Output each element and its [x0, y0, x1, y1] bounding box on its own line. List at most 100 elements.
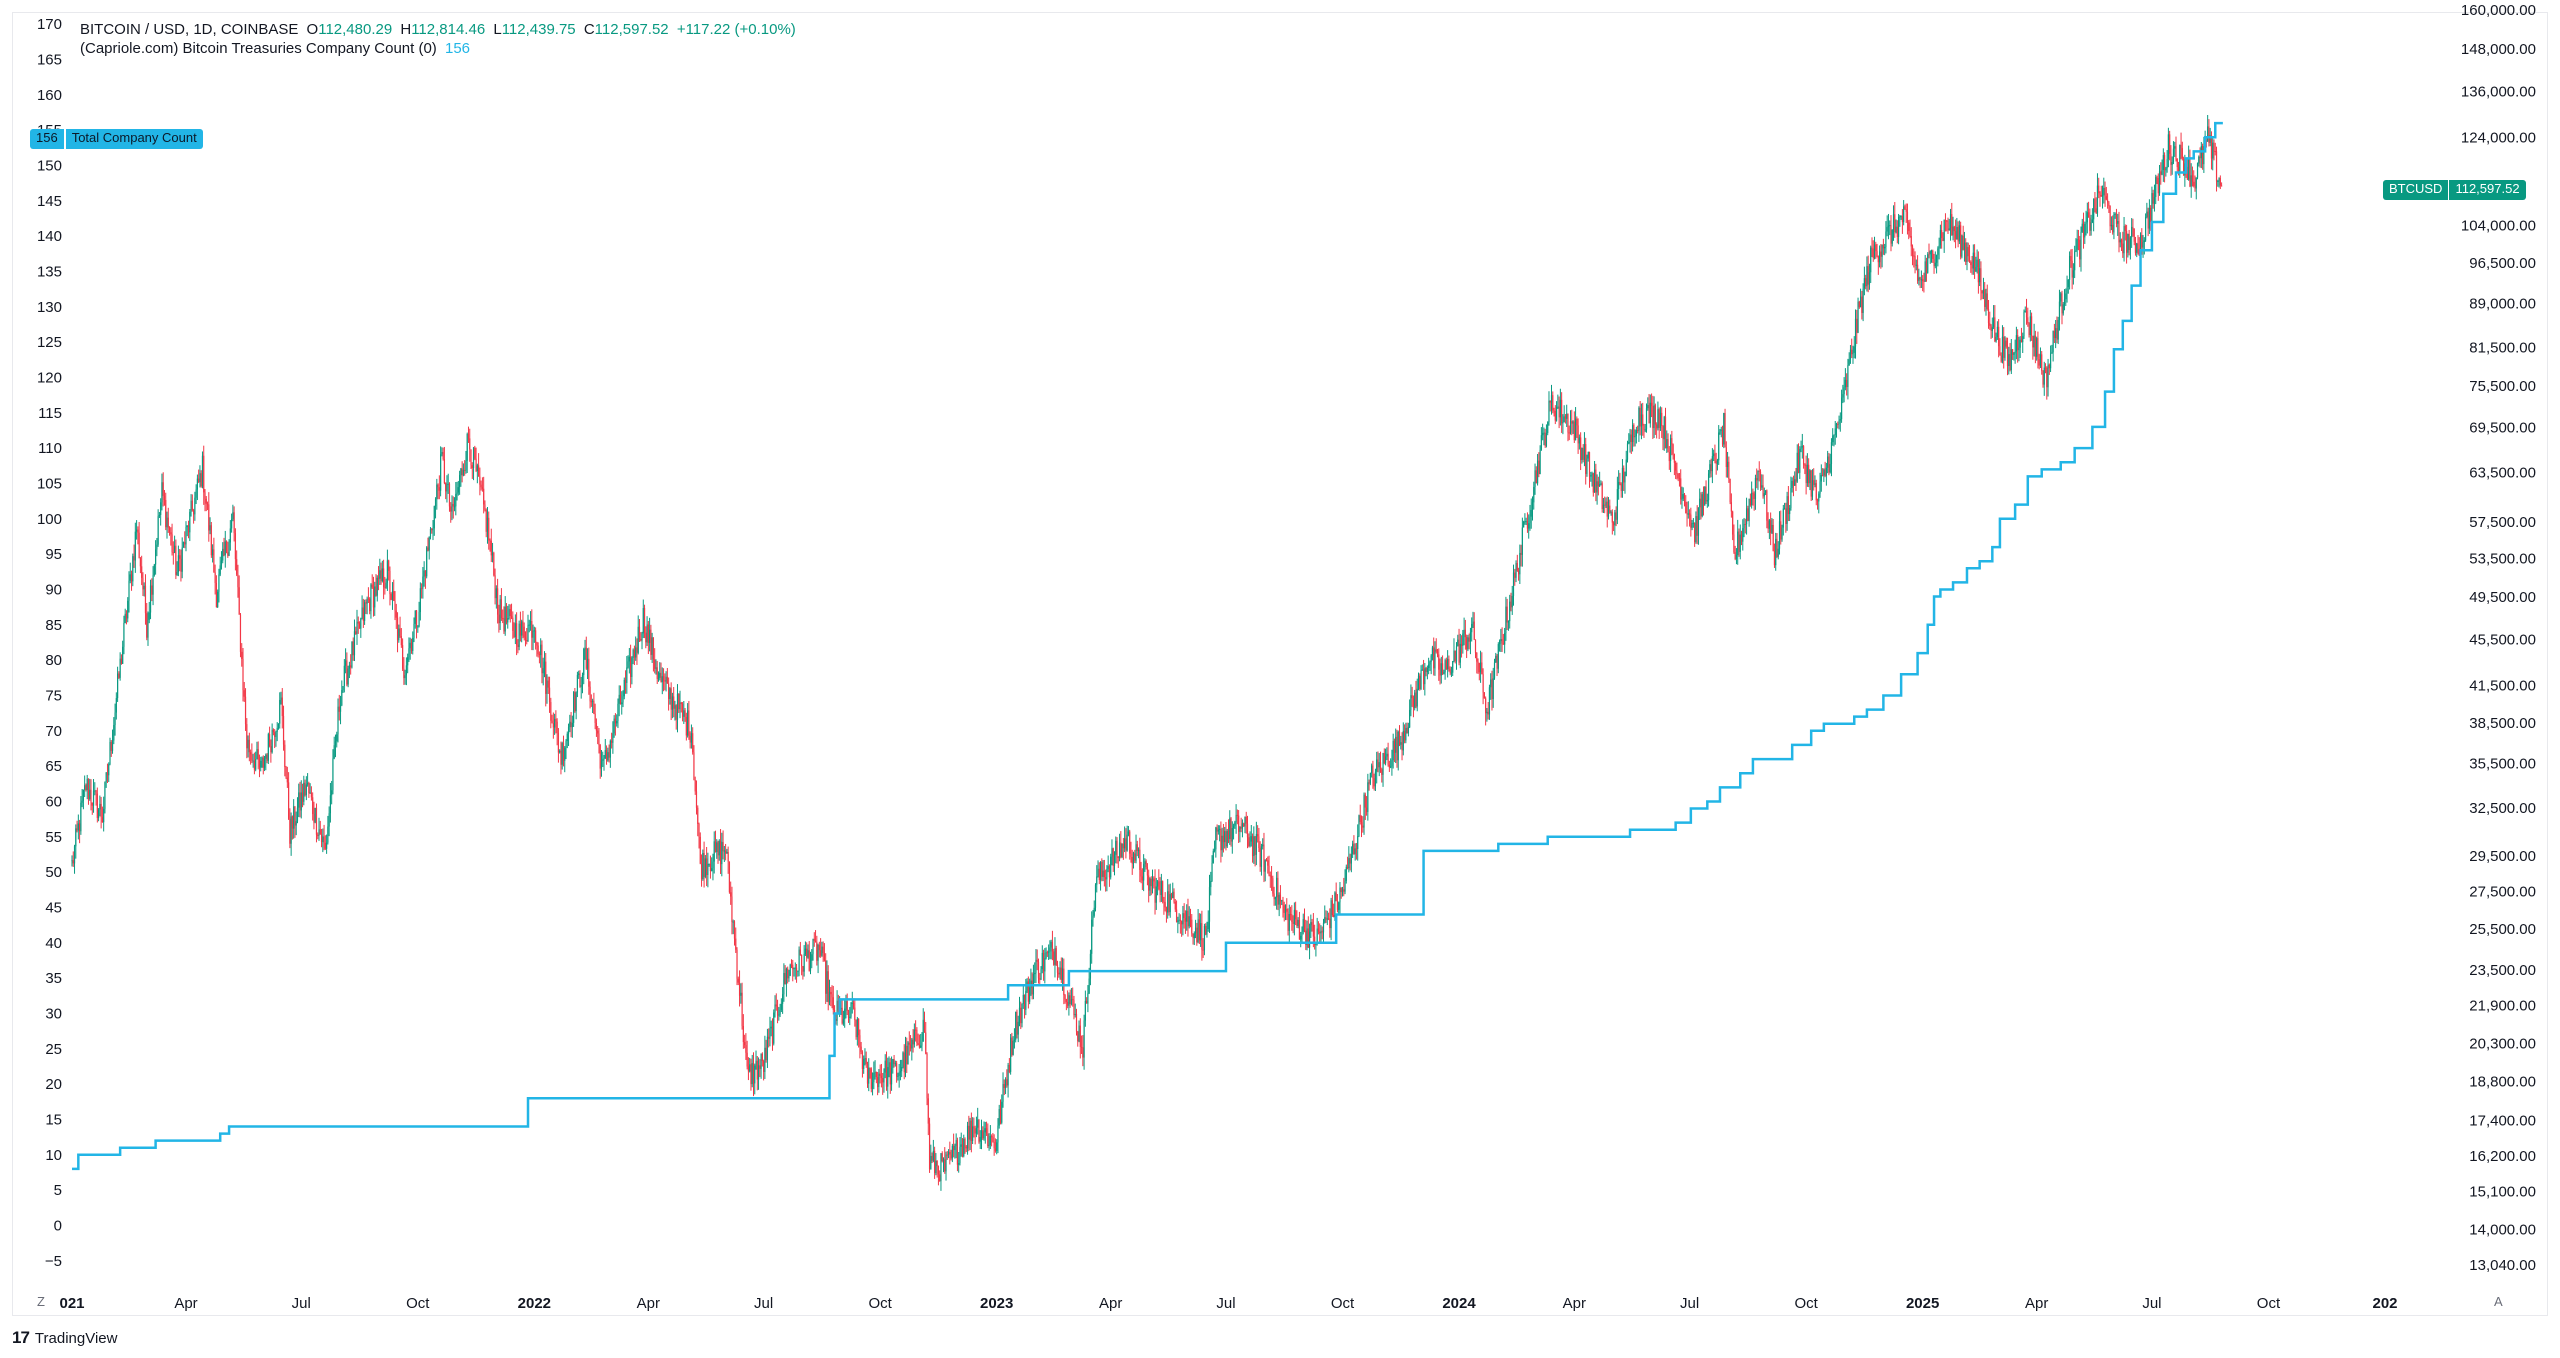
candle-body	[419, 588, 421, 613]
candle-body	[1606, 501, 1608, 517]
candle-body	[1008, 1064, 1010, 1072]
candle-body	[1143, 864, 1145, 881]
candle-body	[360, 618, 362, 629]
left-axis-tick-label: 145	[37, 193, 62, 210]
candle-body	[114, 712, 116, 726]
candle-body	[2128, 233, 2130, 251]
candle-body	[877, 1077, 879, 1088]
candle-body	[1958, 225, 1960, 242]
candle-body	[1174, 901, 1176, 910]
candle-body	[462, 469, 465, 476]
candle-body	[1450, 672, 1453, 674]
candle-body	[1440, 663, 1442, 676]
candle-body	[822, 946, 824, 954]
candle-body	[2020, 339, 2023, 343]
candle-body	[1293, 909, 1295, 924]
tradingview-logo[interactable]: 17 TradingView	[12, 1328, 117, 1348]
candle-body	[1846, 379, 1848, 388]
candle-body	[1801, 446, 1803, 448]
candle-body	[1181, 921, 1183, 925]
candle-body	[171, 534, 173, 553]
candle-body	[390, 594, 392, 600]
candle-body	[1743, 523, 1745, 529]
candle-body	[1624, 476, 1626, 483]
candle-body	[1704, 486, 1706, 506]
candle-body	[1460, 643, 1463, 646]
candle-body	[1010, 1037, 1012, 1072]
right-axis-tick-label: 20,300.00	[2469, 1035, 2536, 1052]
candle-body	[1098, 868, 1100, 881]
left-axis-tick-label: 40	[45, 935, 62, 952]
candle-body	[1854, 318, 1857, 347]
candle-body	[1830, 442, 1833, 465]
time-axis[interactable]: 021 Apr Jul Oct 2022 Apr Jul Oct 2023 Apr Jul Oct 20…	[59, 1295, 2397, 1312]
candle-body	[920, 1045, 922, 1048]
candle-body	[700, 863, 703, 880]
candle-body	[939, 1174, 941, 1182]
candle-body	[400, 636, 402, 646]
candle-body	[1410, 695, 1412, 710]
candle-body	[626, 667, 628, 683]
candle-body	[342, 686, 344, 691]
auto-scale-button[interactable]: A	[2494, 1294, 2503, 1309]
right-axis-tick-label: 96,500.00	[2469, 255, 2536, 272]
candle-body	[1875, 244, 1877, 252]
candle-body	[1311, 922, 1313, 926]
symbol-legend[interactable]: BITCOIN / USD, 1D, COINBASE O112,480.29 …	[80, 21, 800, 38]
candle-body	[271, 729, 273, 753]
candle-body	[1709, 464, 1711, 474]
candle-body	[678, 693, 680, 710]
candle-body	[329, 795, 332, 814]
candle-body	[1222, 835, 1225, 843]
candle-body	[2104, 187, 2106, 197]
indicator-legend[interactable]: (Capriole.com) Bitcoin Treasuries Compan…	[80, 40, 474, 57]
candle-body	[713, 841, 715, 862]
candle-body	[1985, 293, 1987, 307]
candle-body	[2118, 221, 2120, 243]
candle-body	[2075, 249, 2077, 252]
candle-body	[1340, 887, 1342, 893]
candle-body	[1728, 461, 1730, 479]
candle-body	[600, 760, 603, 769]
candle-body	[1357, 836, 1359, 849]
candle-body	[880, 1075, 883, 1079]
candle-body	[1061, 968, 1064, 980]
candle-body	[1780, 521, 1782, 540]
candle-body	[812, 938, 814, 955]
candle-body	[1558, 406, 1560, 418]
candle-body	[1999, 346, 2001, 356]
candle-body	[908, 1042, 910, 1045]
candle-body	[1749, 498, 1751, 506]
zoom-button[interactable]: Z	[37, 1294, 45, 1309]
chart-frame[interactable]	[12, 12, 2548, 1316]
candle-body	[1122, 843, 1124, 849]
candle-body	[2165, 168, 2167, 171]
candle-body	[883, 1072, 885, 1083]
candle-body	[291, 816, 294, 829]
candle-body	[1316, 928, 1318, 944]
candle-body	[1216, 827, 1218, 832]
candle-body	[1553, 410, 1555, 412]
candle-body	[403, 668, 405, 679]
left-axis-tick-label: 55	[45, 829, 62, 846]
candle-body	[2199, 156, 2201, 159]
candle-body	[1777, 548, 1779, 557]
candle-body	[1206, 929, 1208, 935]
candle-body	[2198, 156, 2200, 164]
candle-body	[640, 638, 642, 641]
time-axis-tick-label: Apr	[2025, 1295, 2048, 1312]
candle-body	[1823, 469, 1825, 476]
candle-body	[1872, 248, 1874, 259]
candle-body	[404, 675, 406, 679]
candle-body	[1415, 692, 1417, 707]
candle-body	[529, 621, 532, 625]
candle-body	[276, 727, 278, 732]
candle-body	[1851, 349, 1853, 355]
candle-body	[575, 692, 577, 712]
candle-body	[1752, 492, 1754, 494]
candle-body	[327, 826, 329, 843]
candle-body	[1844, 379, 1846, 388]
candle-body	[618, 694, 620, 704]
candle-body	[1810, 470, 1812, 497]
